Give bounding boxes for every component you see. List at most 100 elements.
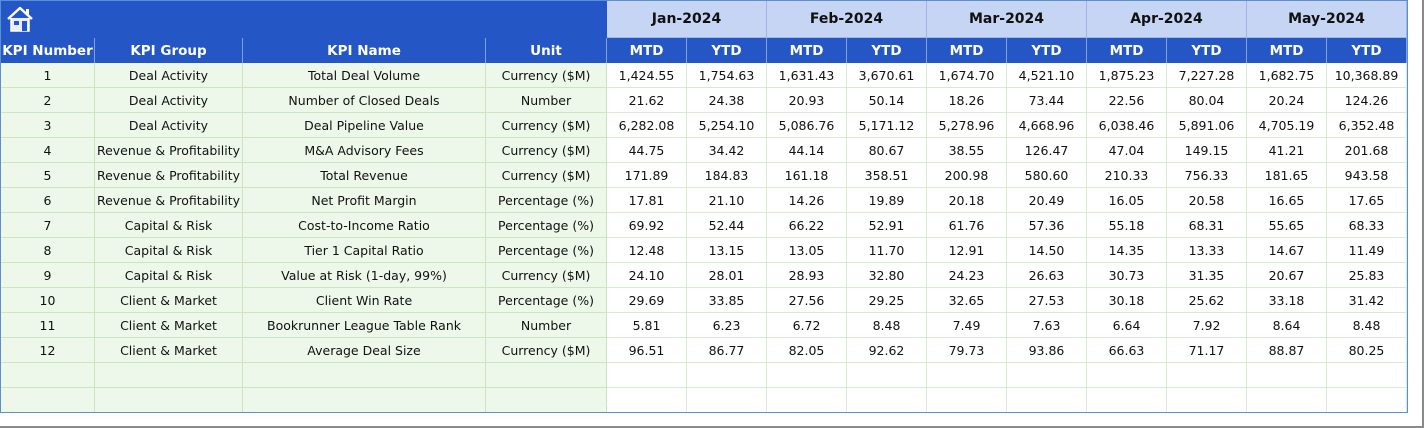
mtd-value-cell[interactable]: 6,038.46 [1087,113,1167,138]
ytd-value-cell[interactable]: 184.83 [687,163,767,188]
mtd-value-cell[interactable]: 200.98 [927,163,1007,188]
kpi-num-cell[interactable]: 6 [1,188,95,213]
ytd-value-cell[interactable]: 11.49 [1327,238,1407,263]
kpi-name-cell[interactable] [243,363,486,388]
ytd-value-cell[interactable]: 201.68 [1327,138,1407,163]
kpi-unit-cell[interactable] [486,388,607,413]
ytd-value-cell[interactable] [1327,363,1407,388]
mtd-value-cell[interactable]: 16.05 [1087,188,1167,213]
column-header-ytd[interactable]: YTD [847,38,927,63]
ytd-value-cell[interactable] [1167,388,1247,413]
ytd-value-cell[interactable]: 57.36 [1007,213,1087,238]
mtd-value-cell[interactable]: 66.22 [767,213,847,238]
kpi-num-cell[interactable]: 7 [1,213,95,238]
column-header-mtd[interactable]: MTD [1247,38,1327,63]
kpi-group-cell[interactable]: Revenue & Profitability [95,163,243,188]
month-header[interactable]: Feb-2024 [767,1,927,38]
ytd-value-cell[interactable]: 20.58 [1167,188,1247,213]
mtd-value-cell[interactable]: 61.76 [927,213,1007,238]
column-header-kpi-number[interactable]: KPI Number [1,38,95,63]
mtd-value-cell[interactable]: 8.64 [1247,313,1327,338]
ytd-value-cell[interactable]: 943.58 [1327,163,1407,188]
column-header-mtd[interactable]: MTD [607,38,687,63]
mtd-value-cell[interactable]: 28.93 [767,263,847,288]
ytd-value-cell[interactable]: 7.92 [1167,313,1247,338]
kpi-name-cell[interactable]: Tier 1 Capital Ratio [243,238,486,263]
kpi-name-cell[interactable]: Bookrunner League Table Rank [243,313,486,338]
ytd-value-cell[interactable] [847,388,927,413]
kpi-name-cell[interactable]: Average Deal Size [243,338,486,363]
kpi-unit-cell[interactable]: Currency ($M) [486,113,607,138]
kpi-group-cell[interactable] [95,363,243,388]
ytd-value-cell[interactable]: 17.65 [1327,188,1407,213]
ytd-value-cell[interactable]: 5,254.10 [687,113,767,138]
mtd-value-cell[interactable] [927,363,1007,388]
kpi-unit-cell[interactable]: Percentage (%) [486,213,607,238]
mtd-value-cell[interactable]: 82.05 [767,338,847,363]
mtd-value-cell[interactable]: 69.92 [607,213,687,238]
mtd-value-cell[interactable]: 210.33 [1087,163,1167,188]
mtd-value-cell[interactable]: 1,875.23 [1087,63,1167,88]
mtd-value-cell[interactable]: 14.35 [1087,238,1167,263]
mtd-value-cell[interactable]: 21.62 [607,88,687,113]
ytd-value-cell[interactable]: 3,670.61 [847,63,927,88]
ytd-value-cell[interactable]: 358.51 [847,163,927,188]
kpi-unit-cell[interactable]: Percentage (%) [486,238,607,263]
ytd-value-cell[interactable]: 13.15 [687,238,767,263]
mtd-value-cell[interactable]: 20.67 [1247,263,1327,288]
ytd-value-cell[interactable]: 32.80 [847,263,927,288]
mtd-value-cell[interactable]: 16.65 [1247,188,1327,213]
kpi-unit-cell[interactable]: Percentage (%) [486,188,607,213]
mtd-value-cell[interactable]: 7.49 [927,313,1007,338]
ytd-value-cell[interactable]: 6.23 [687,313,767,338]
ytd-value-cell[interactable]: 68.31 [1167,213,1247,238]
mtd-value-cell[interactable]: 1,682.75 [1247,63,1327,88]
column-header-ytd[interactable]: YTD [1007,38,1087,63]
column-header-kpi-group[interactable]: KPI Group [95,38,243,63]
kpi-group-cell[interactable]: Client & Market [95,338,243,363]
kpi-num-cell[interactable]: 1 [1,63,95,88]
mtd-value-cell[interactable]: 1,424.55 [607,63,687,88]
kpi-name-cell[interactable]: Client Win Rate [243,288,486,313]
month-header[interactable]: Apr-2024 [1087,1,1247,38]
mtd-value-cell[interactable]: 66.63 [1087,338,1167,363]
ytd-value-cell[interactable] [1007,388,1087,413]
mtd-value-cell[interactable]: 6,282.08 [607,113,687,138]
ytd-value-cell[interactable]: 52.44 [687,213,767,238]
kpi-num-cell[interactable]: 8 [1,238,95,263]
kpi-unit-cell[interactable]: Number [486,88,607,113]
ytd-value-cell[interactable]: 20.49 [1007,188,1087,213]
kpi-num-cell[interactable]: 4 [1,138,95,163]
ytd-value-cell[interactable]: 80.67 [847,138,927,163]
ytd-value-cell[interactable]: 580.60 [1007,163,1087,188]
kpi-group-cell[interactable] [95,388,243,413]
month-header[interactable]: May-2024 [1247,1,1407,38]
kpi-name-cell[interactable]: Total Revenue [243,163,486,188]
mtd-value-cell[interactable]: 41.21 [1247,138,1327,163]
kpi-group-cell[interactable]: Deal Activity [95,88,243,113]
kpi-num-cell[interactable] [1,388,95,413]
kpi-group-cell[interactable]: Client & Market [95,313,243,338]
ytd-value-cell[interactable]: 26.63 [1007,263,1087,288]
mtd-value-cell[interactable]: 20.93 [767,88,847,113]
ytd-value-cell[interactable]: 33.85 [687,288,767,313]
ytd-value-cell[interactable]: 71.17 [1167,338,1247,363]
ytd-value-cell[interactable]: 1,754.63 [687,63,767,88]
mtd-value-cell[interactable]: 13.05 [767,238,847,263]
mtd-value-cell[interactable] [1247,363,1327,388]
mtd-value-cell[interactable]: 14.67 [1247,238,1327,263]
mtd-value-cell[interactable]: 30.73 [1087,263,1167,288]
mtd-value-cell[interactable] [767,388,847,413]
kpi-group-cell[interactable]: Deal Activity [95,63,243,88]
ytd-value-cell[interactable]: 52.91 [847,213,927,238]
mtd-value-cell[interactable]: 5,278.96 [927,113,1007,138]
mtd-value-cell[interactable] [1247,388,1327,413]
ytd-value-cell[interactable]: 34.42 [687,138,767,163]
ytd-value-cell[interactable]: 19.89 [847,188,927,213]
ytd-value-cell[interactable]: 27.53 [1007,288,1087,313]
ytd-value-cell[interactable]: 80.04 [1167,88,1247,113]
mtd-value-cell[interactable]: 17.81 [607,188,687,213]
ytd-value-cell[interactable]: 28.01 [687,263,767,288]
mtd-value-cell[interactable]: 38.55 [927,138,1007,163]
kpi-unit-cell[interactable]: Currency ($M) [486,263,607,288]
